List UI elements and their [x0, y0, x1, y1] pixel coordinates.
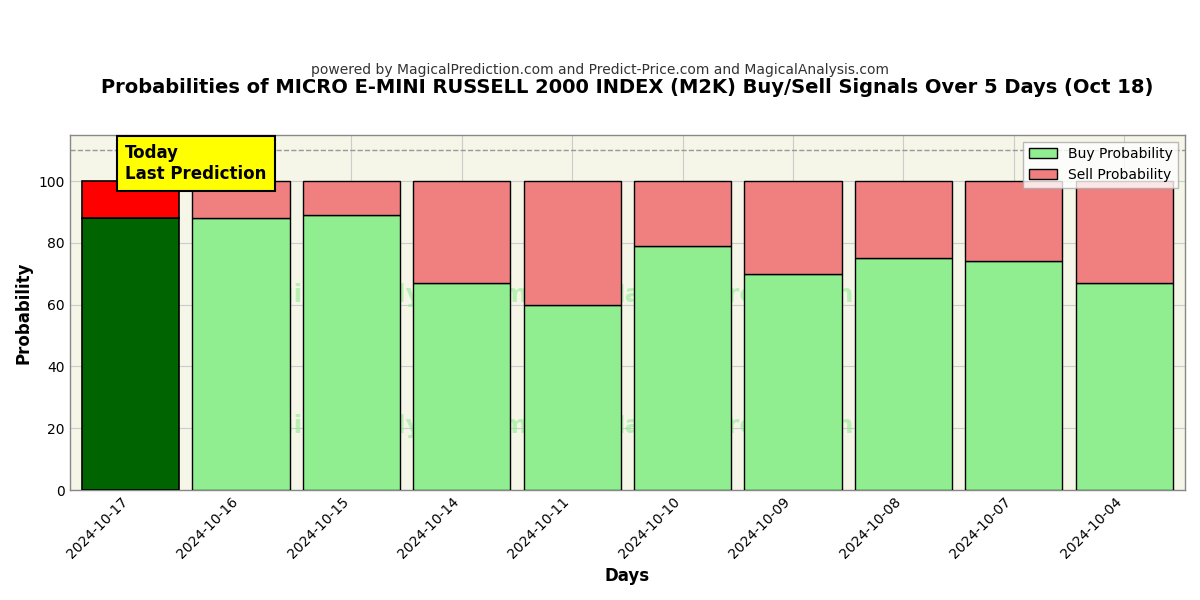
Bar	[854, 181, 952, 258]
Bar	[82, 218, 179, 490]
Text: MagicalAnalysis.com: MagicalAnalysis.com	[235, 283, 529, 307]
X-axis label: Days: Days	[605, 567, 650, 585]
Bar	[413, 181, 510, 283]
Title: Probabilities of MICRO E-MINI RUSSELL 2000 INDEX (M2K) Buy/Sell Signals Over 5 D: Probabilities of MICRO E-MINI RUSSELL 20…	[101, 78, 1153, 97]
Y-axis label: Probability: Probability	[14, 261, 34, 364]
Bar	[1075, 283, 1172, 490]
Bar	[302, 181, 400, 215]
Bar	[302, 215, 400, 490]
Bar	[523, 181, 620, 305]
Text: powered by MagicalPrediction.com and Predict-Price.com and MagicalAnalysis.com: powered by MagicalPrediction.com and Pre…	[311, 63, 889, 77]
Bar	[744, 181, 841, 274]
Bar	[634, 181, 731, 246]
Text: Today
Last Prediction: Today Last Prediction	[125, 144, 266, 183]
Text: MagicalAnalysis.com: MagicalAnalysis.com	[235, 414, 529, 438]
Bar	[965, 181, 1062, 262]
Bar	[854, 258, 952, 490]
Text: MagicalPrediction.com: MagicalPrediction.com	[600, 283, 922, 307]
Bar	[192, 218, 289, 490]
Bar	[192, 181, 289, 218]
Bar	[523, 305, 620, 490]
Text: MagicalPrediction.com: MagicalPrediction.com	[600, 414, 922, 438]
Bar	[413, 283, 510, 490]
Legend: Buy Probability, Sell Probability: Buy Probability, Sell Probability	[1024, 142, 1178, 188]
Bar	[82, 181, 179, 218]
Bar	[1075, 181, 1172, 283]
Bar	[634, 246, 731, 490]
Bar	[744, 274, 841, 490]
Bar	[965, 262, 1062, 490]
